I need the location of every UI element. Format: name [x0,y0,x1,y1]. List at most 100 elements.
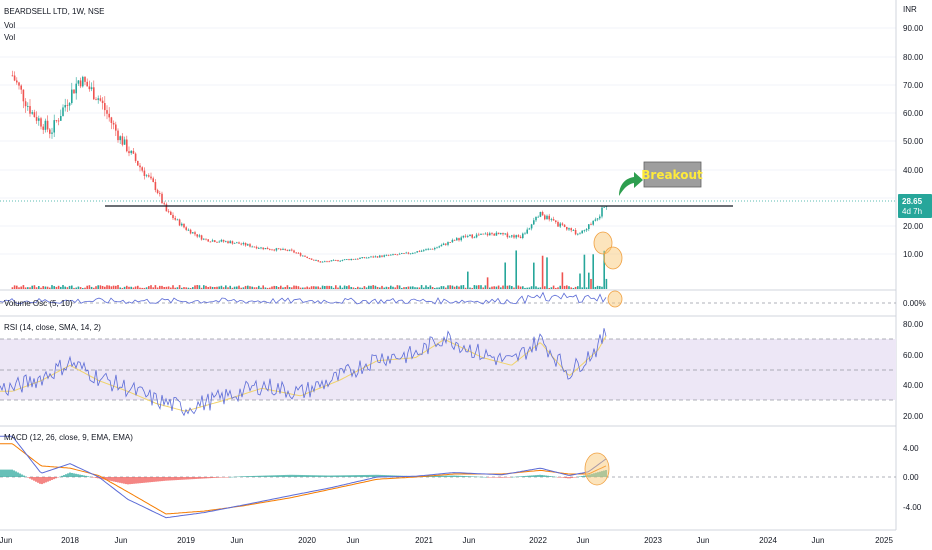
macd-histogram-bar [387,475,389,477]
volume-bar [249,286,251,289]
candle-body [16,80,18,83]
volume-bar [225,285,227,289]
macd-histogram-bar [569,477,571,479]
macd-histogram-bar [557,477,559,478]
candle-body [106,110,108,114]
candle-body [29,106,31,114]
volume-bar [403,287,405,289]
volume-bar [594,286,597,289]
macd-histogram-bar [373,474,375,477]
candle-body [497,232,500,235]
volume-bar [335,285,337,289]
breakout-annotation[interactable]: Breakout [619,161,703,196]
macd-histogram-bar [563,477,565,478]
macd-histogram-bar [331,475,333,477]
candle-body [27,106,29,107]
volume-bar [288,287,291,289]
macd-histogram-bar [125,477,127,485]
macd-histogram-bar [573,477,575,478]
macd-histogram-bar [429,475,431,477]
macd-histogram-bar [283,474,285,477]
volume-bar [82,287,84,289]
macd-histogram-bar [97,477,99,479]
macd-histogram-bar [27,477,29,478]
candle-body [229,241,231,244]
highlight-circle [607,290,623,308]
volume-bar [275,286,278,289]
price-axis-tick: 40.00 [903,166,924,175]
volume-bar [310,286,313,289]
macd-histogram-bar [333,475,335,477]
macd-histogram-bar [223,477,225,478]
macd-histogram-bar [43,477,45,484]
volume-bar [62,285,64,289]
rsi-title: RSI (14, close, SMA, 14, 2) [4,323,101,332]
highlight-circles [584,231,623,486]
volume-bar [240,287,242,289]
macd-histogram-bar [159,477,161,482]
candle-body [119,136,121,141]
volume-bar [416,287,418,289]
candle-body [555,220,557,223]
candle-body [390,254,392,256]
candle-body [163,203,165,205]
candle-body [420,250,423,252]
macd-histogram-bar [135,477,137,484]
candle-body [317,260,319,262]
candle-body [249,244,251,247]
macd-title: MACD (12, 26, close, 9, EMA, EMA) [4,433,133,442]
macd-signal-line [0,443,607,515]
candle-body [396,254,399,256]
candle-body [385,254,388,256]
volume-bar [363,286,366,289]
volume-bar [535,286,537,289]
candle-body [467,236,469,237]
volume-bar [22,285,25,289]
candle-body [57,120,60,122]
macd-histogram-bar [497,477,499,478]
volume-bar [84,287,86,289]
macd-histogram-bar [337,475,339,477]
candle-body [203,238,205,240]
candle-body [271,249,273,251]
time-axis[interactable]: 2018 Jun 2019 Jun 2020 Jun 2021 Jun 2022 Jun 2023 J… [0,536,893,545]
candle-body [282,248,284,250]
macd-histogram-bar [507,477,509,478]
volume-bar [478,285,480,289]
macd-histogram-bar [225,477,227,478]
time-axis-tick: 2022 [529,536,547,545]
macd-histogram-bar [357,475,359,477]
candle-body [24,101,27,107]
candle-body [387,254,390,256]
volume-label: Vol [4,21,15,30]
macd-histogram-bar [219,477,221,478]
macd-histogram-bar [289,474,291,477]
candle-body [88,86,91,90]
candle-body [46,120,49,130]
volume-bar [451,285,454,289]
macd-histogram-bar [233,476,235,478]
time-axis-tick: Jun [115,536,128,545]
macd-histogram-bar [91,477,93,478]
candle-body [504,233,506,235]
macd-histogram-bar [17,472,19,477]
candle-body [104,103,106,111]
candle-body [550,219,553,220]
candle-body [253,246,256,248]
candle-body [357,258,359,260]
volume-bar [519,286,522,289]
macd-histogram-bar [193,477,195,480]
volume-bar [115,285,117,289]
volume-bar [38,286,40,289]
volume-bar [601,286,603,289]
macd-histogram-bar [313,475,315,477]
volume-bar [44,286,47,289]
highlight-circle [593,231,613,255]
macd-histogram-bar [161,477,163,482]
volume-bar [200,287,203,289]
candle-body [343,259,346,261]
macd-histogram-bar [527,475,529,477]
breakout-arrow-icon [619,172,643,196]
macd-histogram-bar [505,477,507,478]
